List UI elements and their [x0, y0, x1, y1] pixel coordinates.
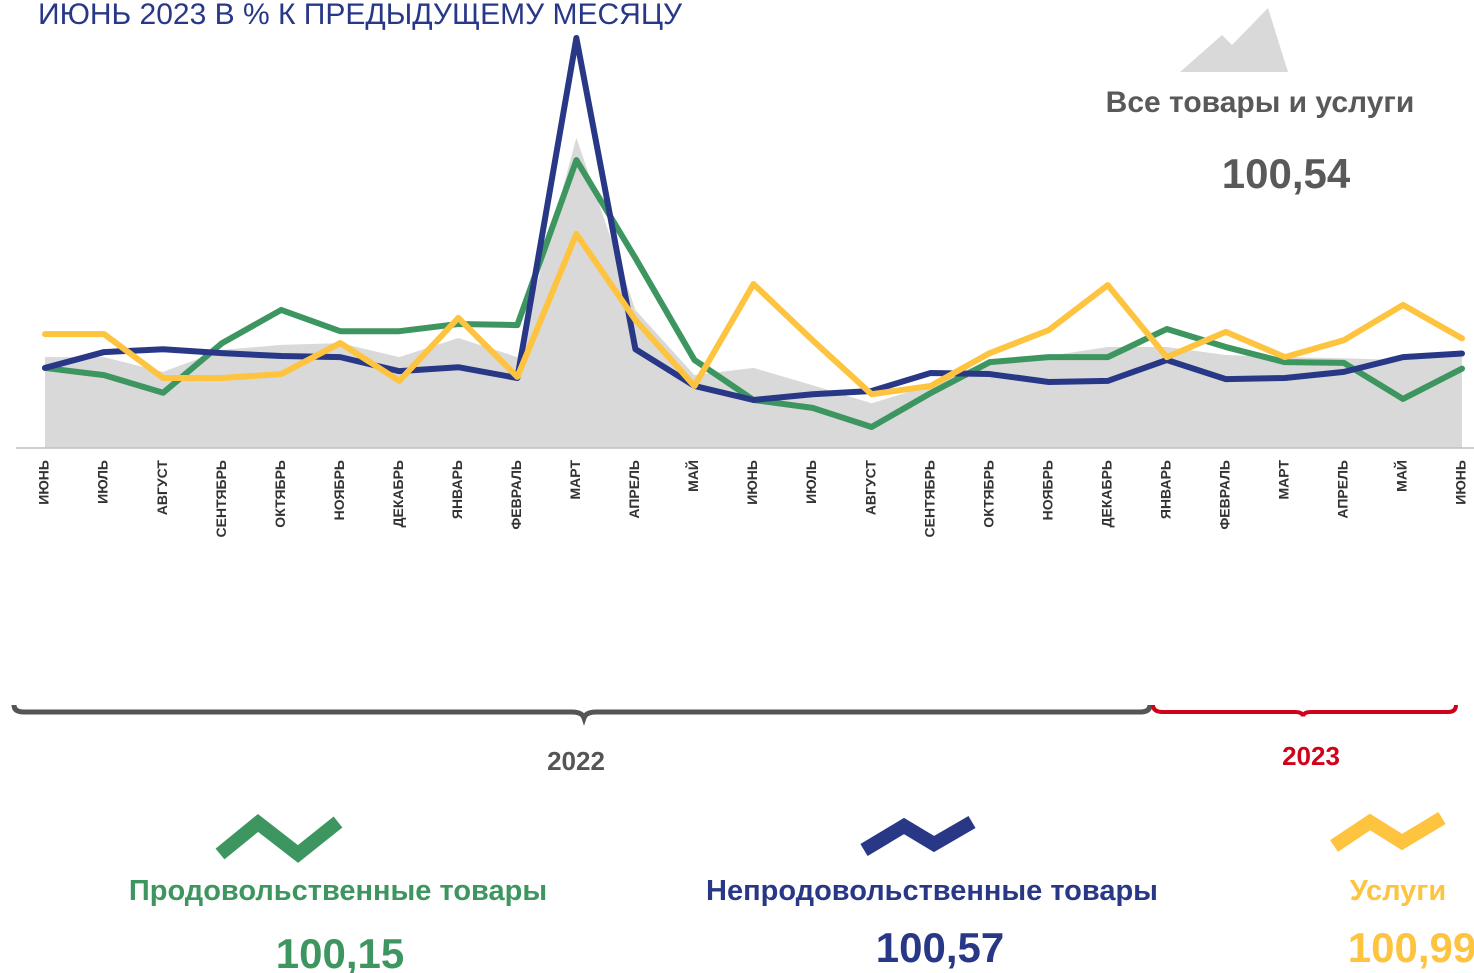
legend-label: Услуги [1350, 875, 1446, 907]
x-tick-label: ИЮНЬ [36, 460, 52, 505]
chart-title: ИЮНЬ 2023 В % К ПРЕДЫДУЩЕМУ МЕСЯЦУ [38, 0, 683, 31]
x-tick-label: ЯНВАРЬ [449, 460, 465, 519]
x-tick-label: АПРЕЛЬ [1335, 460, 1351, 519]
x-tick-label: ДЕКАБРЬ [390, 460, 406, 527]
year-label: 2023 [1282, 741, 1340, 771]
legend-icon [1180, 8, 1288, 72]
x-tick-label: ИЮЛЬ [803, 460, 819, 504]
x-tick-label: ИЮЛЬ [95, 460, 111, 504]
x-tick-label: АВГУСТ [862, 460, 878, 516]
legend-value: 100,99 [1348, 924, 1474, 971]
x-tick-label: МАРТ [567, 460, 583, 500]
legend-label: Продовольственные товары [129, 875, 547, 907]
x-tick-label: МАЙ [1393, 460, 1410, 492]
x-tick-label: ИЮНЬ [744, 460, 760, 505]
brace-2023 [1151, 704, 1458, 717]
legend-value: 100,15 [276, 930, 404, 973]
legend-label: Непродовольственные товары [706, 875, 1158, 907]
legend-icon [1330, 811, 1446, 852]
x-tick-label: ЯНВАРЬ [1157, 460, 1173, 519]
x-tick-label: ОКТЯБРЬ [980, 460, 996, 528]
legend-icon [215, 814, 343, 863]
brace-2022 [11, 704, 1153, 726]
x-tick-label: ИЮНЬ [1453, 460, 1469, 505]
x-tick-label: ДЕКАБРЬ [1098, 460, 1114, 527]
legend-value: 100,54 [1222, 150, 1351, 197]
x-tick-label: СЕНТЯБРЬ [213, 460, 229, 537]
x-tick-label: ОКТЯБРЬ [272, 460, 288, 528]
x-tick-label: СЕНТЯБРЬ [921, 460, 937, 537]
x-tick-label: ФЕВРАЛЬ [508, 460, 524, 530]
line [42, 230, 1465, 398]
legend-label: Все товары и услуги [1106, 86, 1415, 119]
x-tick-label: ФЕВРАЛЬ [1217, 460, 1233, 530]
legend-icon [860, 815, 976, 857]
x-tick-label: АВГУСТ [154, 460, 170, 516]
plot [42, 35, 1465, 448]
x-tick-label: НОЯБРЬ [331, 460, 347, 520]
x-tick-label: НОЯБРЬ [1039, 460, 1055, 520]
x-tick-label: АПРЕЛЬ [626, 460, 642, 519]
year-label: 2022 [547, 746, 605, 776]
x-tick-label: МАЙ [684, 460, 701, 492]
x-tick-label: МАРТ [1276, 460, 1292, 500]
line [42, 35, 1465, 403]
legend-value: 100,57 [876, 924, 1004, 971]
